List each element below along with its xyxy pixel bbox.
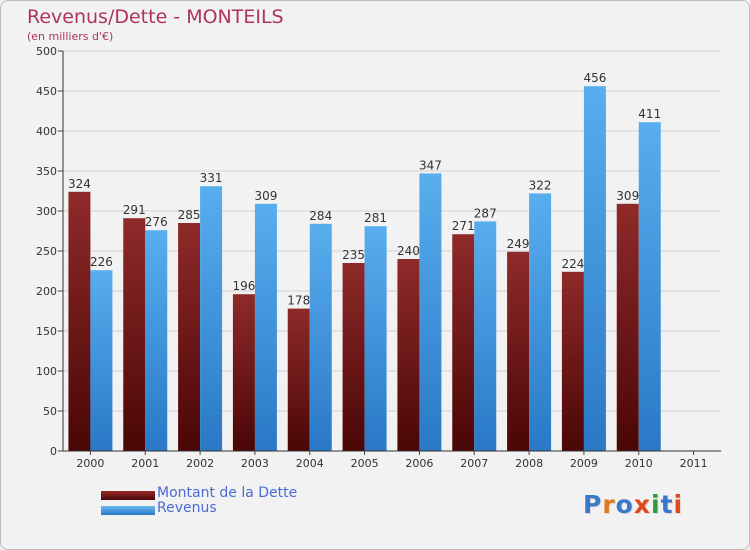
data-label: 178 <box>287 294 310 308</box>
x-tick-label: 2002 <box>186 457 214 470</box>
bar-dette <box>342 263 365 451</box>
x-tick-label: 2003 <box>241 457 269 470</box>
bar-revenus <box>90 270 113 451</box>
data-label: 249 <box>507 237 530 251</box>
bar-revenus <box>200 186 223 451</box>
data-label: 322 <box>529 178 552 192</box>
y-tick-label: 0 <box>50 445 57 458</box>
x-tick-label: 2005 <box>351 457 379 470</box>
bar-revenus <box>419 173 442 451</box>
y-tick-label: 50 <box>43 405 57 418</box>
y-tick-label: 250 <box>36 245 57 258</box>
data-label: 309 <box>616 189 639 203</box>
bar-dette <box>397 259 420 451</box>
bar-dette <box>507 251 530 451</box>
bar-dette <box>123 218 146 451</box>
chart-subtitle: (en milliers d'€) <box>27 30 114 43</box>
y-tick-label: 200 <box>36 285 57 298</box>
data-label: 276 <box>145 215 168 229</box>
legend-label-dette: Montant de la Dette <box>157 485 298 501</box>
y-tick-label: 450 <box>36 85 57 98</box>
bar-dette <box>178 223 201 451</box>
bar-dette <box>616 203 639 451</box>
x-tick-label: 2008 <box>515 457 543 470</box>
x-tick-label: 2006 <box>405 457 433 470</box>
brand-logo: Proxiti <box>583 490 683 519</box>
bar-revenus <box>145 230 168 451</box>
x-tick-label: 2007 <box>460 457 488 470</box>
data-label: 309 <box>254 189 277 203</box>
x-tick-label: 2010 <box>625 457 653 470</box>
bar-dette <box>232 294 255 451</box>
logo-letter: i <box>651 490 661 519</box>
x-tick-label: 2004 <box>296 457 324 470</box>
x-tick-label: 2009 <box>570 457 598 470</box>
axes: 0 50 100 150 200 250 300 350 400 450 500 2000 2001 20… <box>36 45 721 470</box>
data-label: 271 <box>452 219 475 233</box>
data-label: 411 <box>638 107 661 121</box>
chart-title: Revenus/Dette - MONTEILS <box>27 6 284 28</box>
logo-letter: i <box>673 490 684 519</box>
bar-dette <box>452 234 475 451</box>
bar-revenus <box>254 203 277 451</box>
y-tick-label: 300 <box>36 205 57 218</box>
bar-revenus <box>583 86 606 451</box>
data-label: 456 <box>583 71 606 85</box>
bar-dette <box>287 308 310 451</box>
bar-revenus <box>474 221 497 451</box>
bars <box>68 86 661 452</box>
bar-revenus <box>309 223 332 451</box>
logo-letter: x <box>633 490 651 519</box>
logo-letter: P <box>583 490 603 519</box>
legend-label-revenus: Revenus <box>157 500 217 516</box>
bar-revenus <box>529 193 552 451</box>
y-tick-label: 400 <box>36 125 57 138</box>
y-tick-label: 150 <box>36 325 57 338</box>
data-label: 284 <box>309 209 332 223</box>
data-label: 196 <box>232 279 255 293</box>
data-label: 324 <box>68 177 91 191</box>
data-label: 224 <box>561 257 584 271</box>
data-label: 281 <box>364 211 387 225</box>
bar-revenus <box>364 226 387 451</box>
y-tick-label: 100 <box>36 365 57 378</box>
y-tick-label: 350 <box>36 165 57 178</box>
data-label: 285 <box>178 208 201 222</box>
x-tick-label: 2000 <box>76 457 104 470</box>
bar-revenus <box>638 122 661 451</box>
y-tick-label: 500 <box>36 45 57 58</box>
x-tick-label: 2001 <box>131 457 159 470</box>
bar-dette <box>561 271 584 451</box>
logo-letter: o <box>615 490 634 519</box>
data-label: 291 <box>123 203 146 217</box>
logo-letter: r <box>602 490 616 519</box>
bar-dette <box>68 191 91 452</box>
logo-letter: t <box>660 490 674 519</box>
data-label: 331 <box>200 171 223 185</box>
data-label: 235 <box>342 248 365 262</box>
data-label: 240 <box>397 244 420 258</box>
x-tick-label: 2011 <box>680 457 708 470</box>
grid-lines <box>63 50 721 452</box>
data-label: 287 <box>474 206 497 220</box>
data-label: 347 <box>419 158 442 172</box>
data-label: 226 <box>90 255 113 269</box>
legend-swatch-dette <box>101 491 155 500</box>
legend-swatch-revenus <box>101 506 155 515</box>
